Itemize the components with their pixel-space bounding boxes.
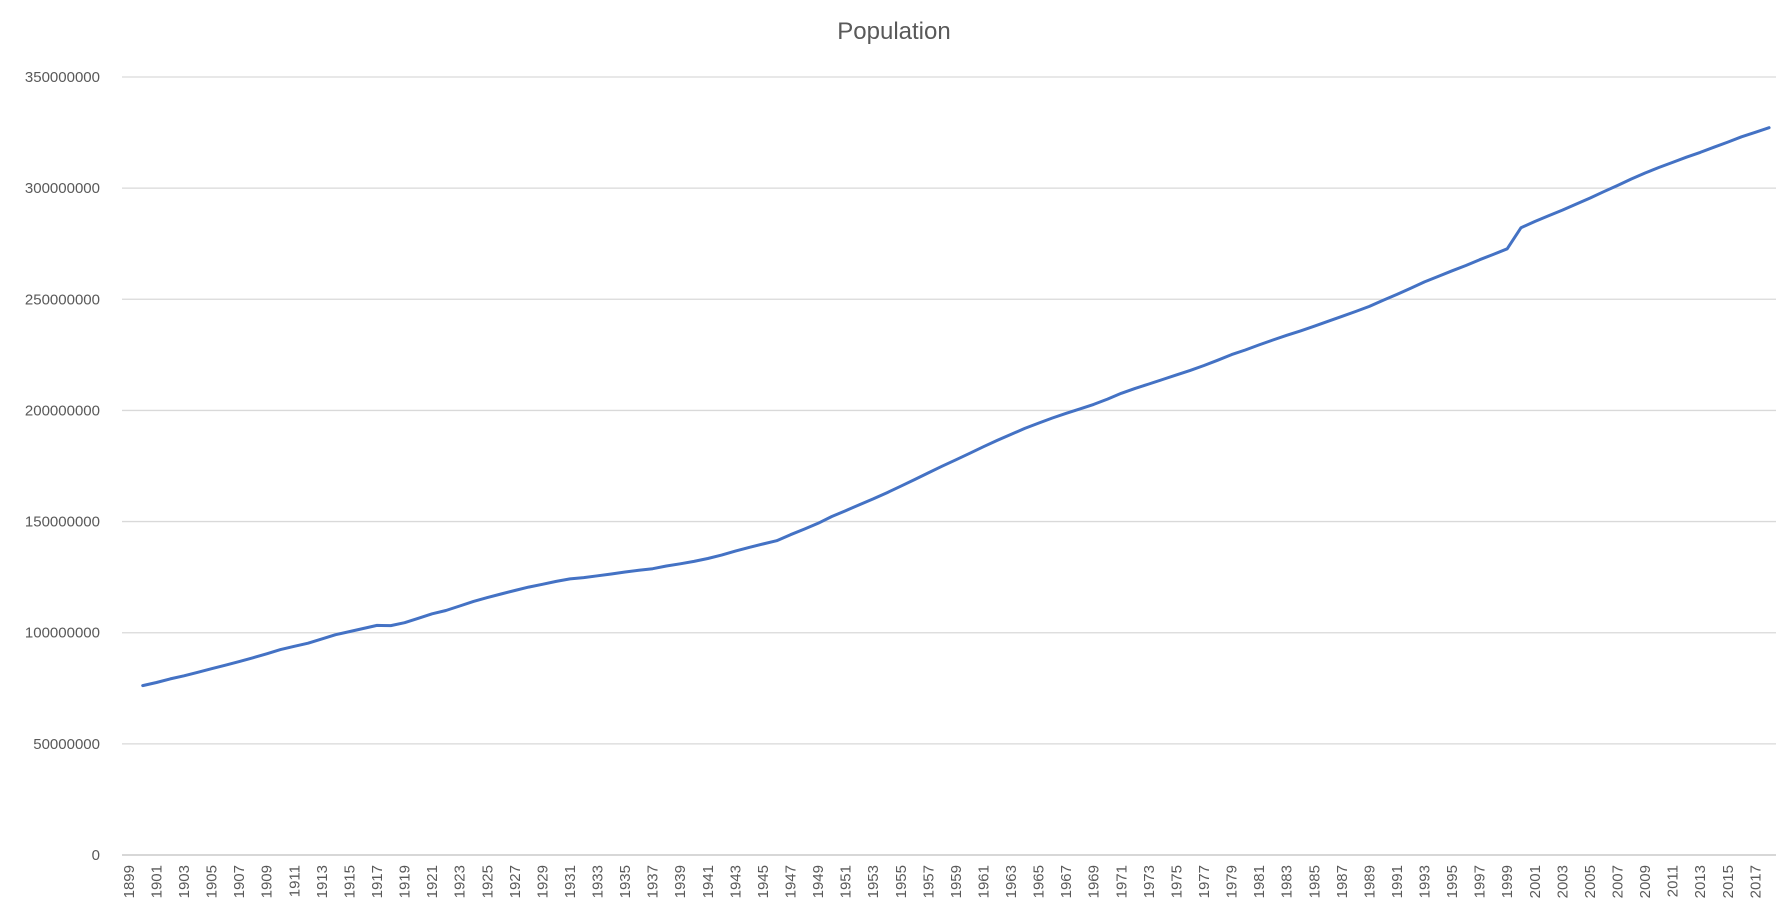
x-tick-label: 2003 xyxy=(1554,865,1571,898)
x-tick-label: 2017 xyxy=(1747,865,1764,898)
x-tick-label: 1991 xyxy=(1389,865,1406,898)
x-tick-label: 1899 xyxy=(121,865,138,898)
x-tick-label: 1941 xyxy=(700,865,717,898)
x-tick-label: 1931 xyxy=(562,865,579,898)
x-tick-label: 1967 xyxy=(1058,865,1075,898)
x-tick-label: 1911 xyxy=(286,865,303,897)
x-tick-label: 2005 xyxy=(1582,865,1599,898)
x-tick-label: 1945 xyxy=(755,865,772,898)
x-tick-label: 1987 xyxy=(1334,865,1351,898)
x-tick-label: 1927 xyxy=(507,865,524,898)
x-tick-label: 1977 xyxy=(1196,865,1213,898)
x-tick-label: 1939 xyxy=(672,865,689,898)
y-tick-label: 250000000 xyxy=(25,291,100,308)
x-tick-label: 1943 xyxy=(727,865,744,898)
y-tick-label: 0 xyxy=(92,847,100,864)
x-tick-label: 1933 xyxy=(590,865,607,898)
x-tick-label: 1971 xyxy=(1113,865,1130,898)
x-tick-label: 1907 xyxy=(231,865,248,898)
x-tick-label: 2001 xyxy=(1527,865,1544,898)
x-tick-label: 1905 xyxy=(204,865,221,898)
x-tick-label: 1935 xyxy=(617,865,634,898)
x-tick-label: 1983 xyxy=(1279,865,1296,898)
x-tick-label: 1901 xyxy=(148,865,165,898)
x-tick-label: 1937 xyxy=(645,865,662,898)
y-tick-label: 350000000 xyxy=(25,69,100,86)
x-tick-label: 2015 xyxy=(1720,865,1737,898)
x-tick-label: 1989 xyxy=(1361,865,1378,898)
x-tick-label: 1959 xyxy=(948,865,965,898)
x-tick-label: 2011 xyxy=(1665,865,1682,897)
x-tick-label: 1923 xyxy=(452,865,469,898)
x-tick-label: 1915 xyxy=(341,865,358,898)
y-tick-label: 100000000 xyxy=(25,625,100,642)
x-tick-label: 1975 xyxy=(1168,865,1185,898)
x-tick-label: 2013 xyxy=(1692,865,1709,898)
x-tick-label: 1981 xyxy=(1251,865,1268,898)
x-tick-label: 1961 xyxy=(975,865,992,898)
y-tick-label: 300000000 xyxy=(25,180,100,197)
x-tick-label: 1921 xyxy=(424,865,441,898)
x-tick-label: 1969 xyxy=(1086,865,1103,898)
x-tick-label: 1929 xyxy=(534,865,551,898)
x-tick-label: 1997 xyxy=(1472,865,1489,898)
x-tick-label: 1949 xyxy=(810,865,827,898)
x-tick-label: 1925 xyxy=(479,865,496,898)
x-tick-label: 1919 xyxy=(397,865,414,898)
x-tick-label: 1995 xyxy=(1444,865,1461,898)
y-tick-label: 200000000 xyxy=(25,402,100,419)
x-tick-label: 1957 xyxy=(920,865,937,898)
x-tick-label: 1979 xyxy=(1224,865,1241,898)
x-tick-label: 1953 xyxy=(865,865,882,898)
y-tick-label: 50000000 xyxy=(33,736,100,753)
x-tick-label: 1963 xyxy=(1003,865,1020,898)
x-tick-label: 1985 xyxy=(1306,865,1323,898)
x-tick-label: 1965 xyxy=(1031,865,1048,898)
x-tick-label: 2007 xyxy=(1609,865,1626,898)
y-tick-label: 150000000 xyxy=(25,514,100,531)
x-tick-label: 1955 xyxy=(893,865,910,898)
x-tick-label: 1947 xyxy=(782,865,799,898)
x-tick-label: 1909 xyxy=(259,865,276,898)
series-line xyxy=(141,126,1771,688)
x-tick-label: 2009 xyxy=(1637,865,1654,898)
x-tick-label: 1951 xyxy=(838,865,855,898)
x-tick-label: 1993 xyxy=(1417,865,1434,898)
x-tick-label: 1999 xyxy=(1499,865,1516,898)
x-tick-label: 1917 xyxy=(369,865,386,898)
x-tick-label: 1903 xyxy=(176,865,193,898)
x-tick-label: 1973 xyxy=(1141,865,1158,898)
chart-title: Population xyxy=(837,18,951,45)
x-tick-label: 1913 xyxy=(314,865,331,898)
